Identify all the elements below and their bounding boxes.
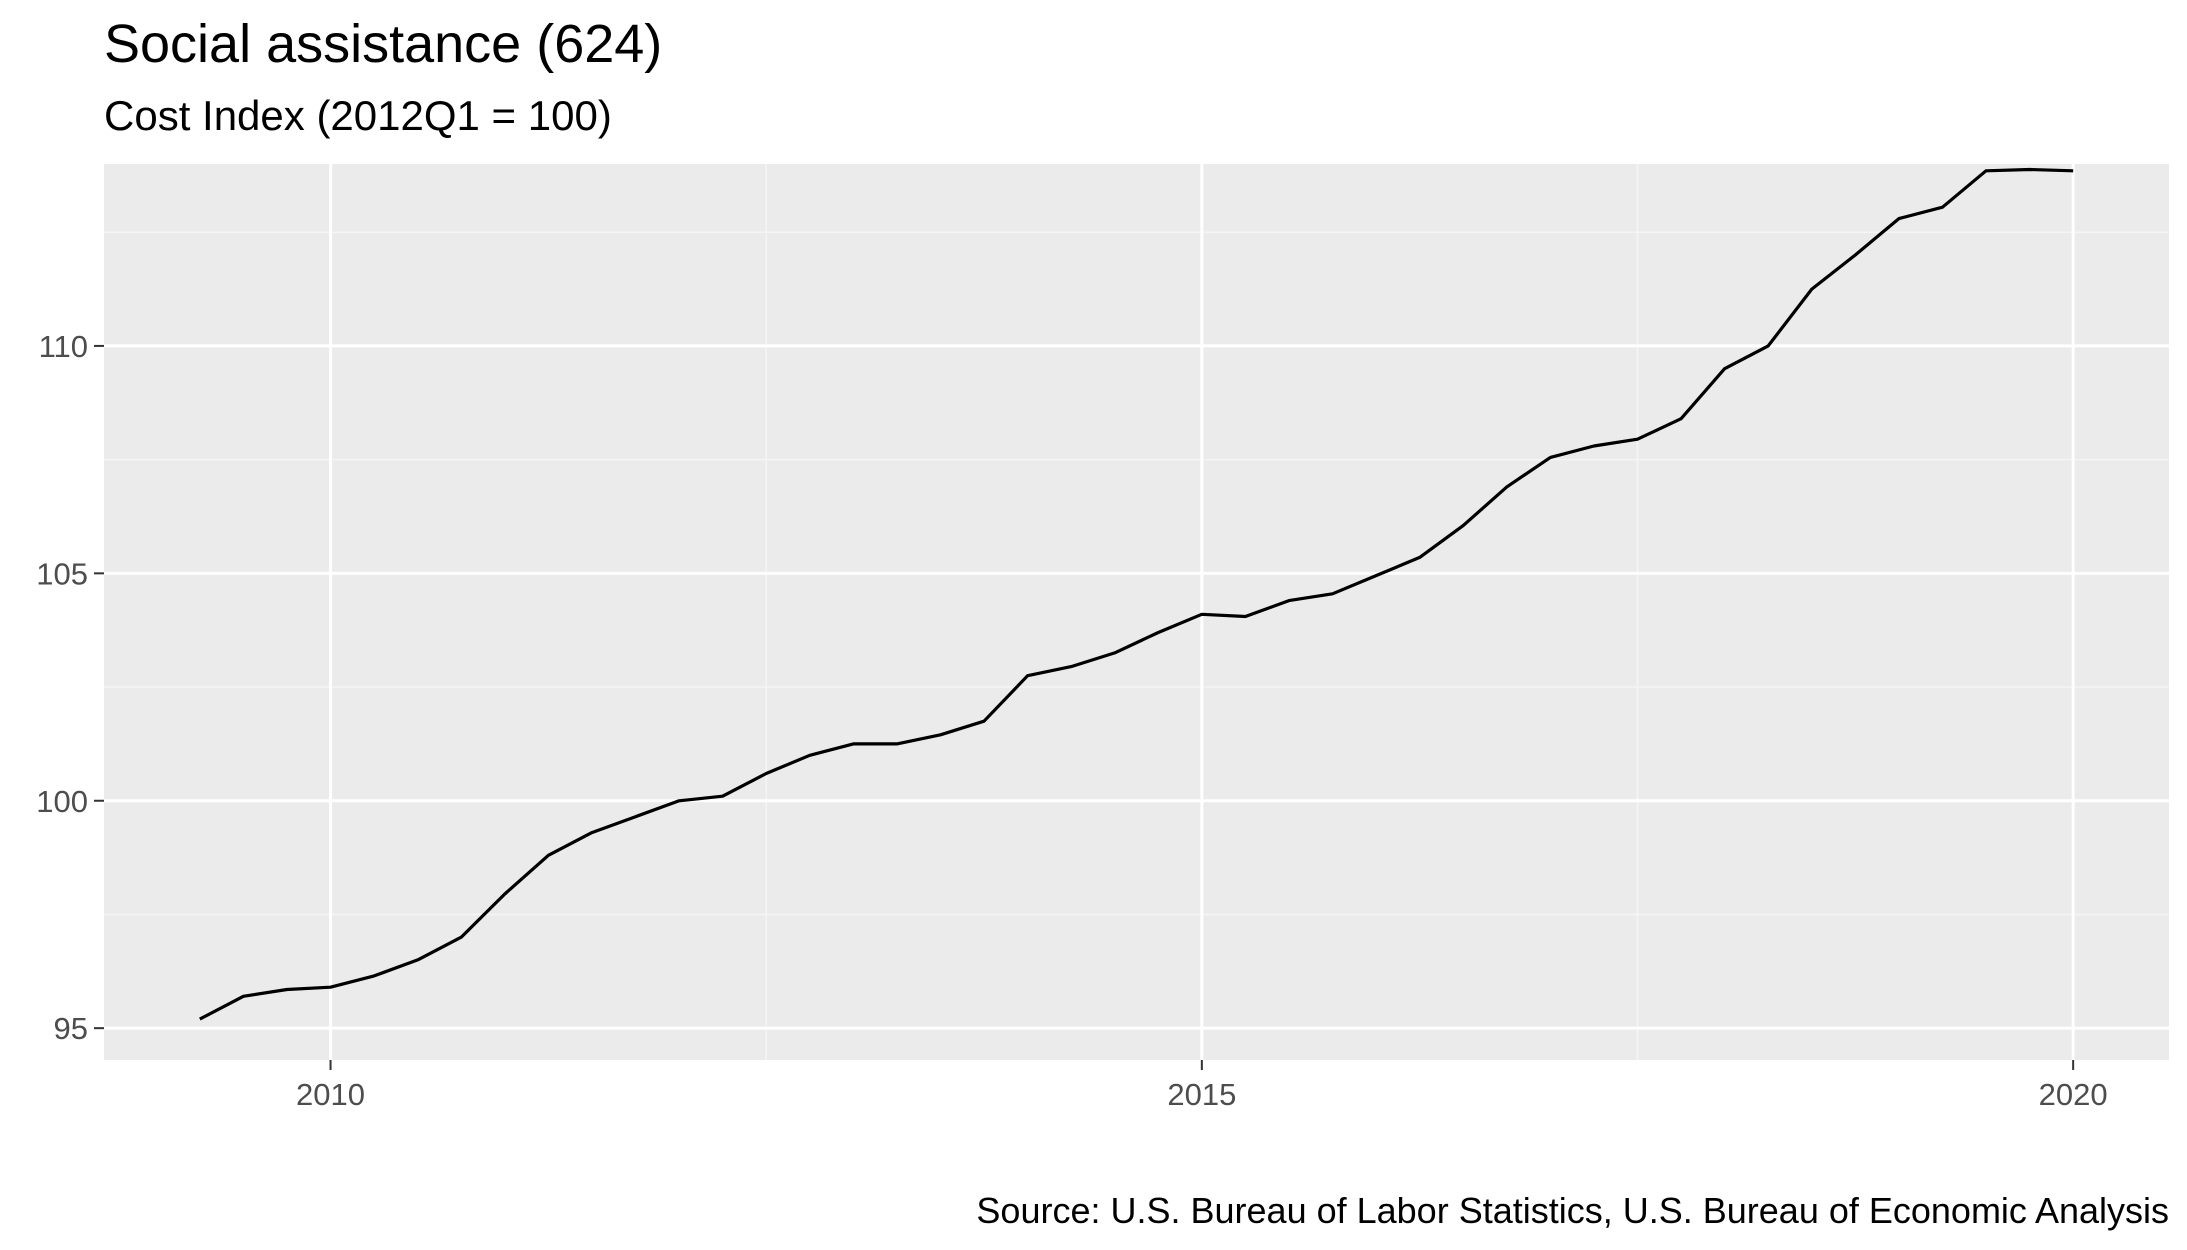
chart-subtitle: Cost Index (2012Q1 = 100) [104,92,612,139]
chart-title: Social assistance (624) [104,14,662,74]
x-tick-label: 2010 [296,1077,365,1112]
y-axis: 95 100 105 110 [36,329,104,1046]
plot-panel [104,164,2169,1060]
major-gridlines [104,164,2169,1060]
x-tick-label: 2015 [1167,1077,1236,1112]
y-tick-label: 95 [54,1011,88,1046]
minor-gridlines [104,164,2169,1060]
series-layer [199,167,2074,1021]
source-caption: Source: U.S. Bureau of Labor Statistics,… [976,1190,2169,1231]
x-tick-label: 2020 [2039,1077,2108,1112]
y-tick-label: 100 [36,784,88,819]
y-tick-label: 105 [36,556,88,591]
x-axis: 2010 2015 2020 [296,1060,2108,1112]
series-line [199,167,2074,1021]
y-tick-label: 110 [39,329,88,364]
